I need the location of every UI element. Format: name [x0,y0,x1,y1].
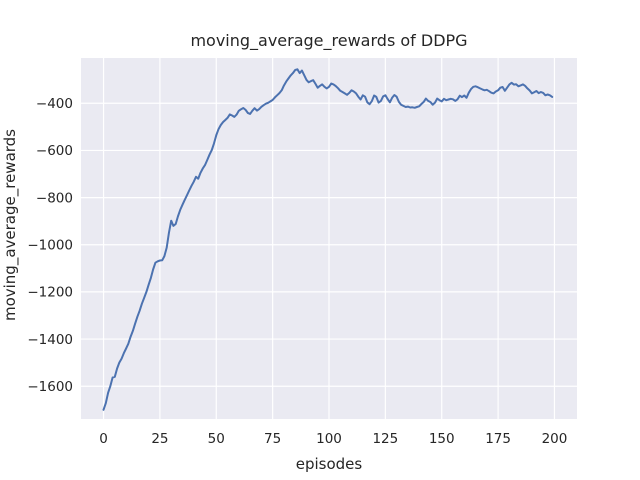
y-tick-label: −1600 [27,379,73,395]
x-tick-label: 125 [372,431,398,447]
y-tick-label: −1200 [27,285,73,301]
y-tick-label: −1000 [27,237,73,253]
x-tick-label: 150 [429,431,455,447]
x-tick-label: 50 [208,431,225,447]
moving-average-rewards-line [102,68,554,411]
x-tick-label: 100 [316,431,342,447]
x-axis-label: episodes [295,455,363,473]
y-tick-label: −800 [36,190,73,206]
y-axis-label: moving_average_rewards [1,128,19,322]
chart-title: moving_average_rewards of DDPG [190,31,468,50]
y-tick-label: −1400 [27,332,73,348]
x-tick-label: 175 [485,431,511,447]
x-tick-label: 75 [264,431,281,447]
y-tick-label: −600 [36,143,73,159]
x-tick-label: 25 [151,431,168,447]
y-tick-label: −400 [36,96,73,112]
x-tick-label: 200 [542,431,568,447]
x-tick-label: 0 [99,431,108,447]
